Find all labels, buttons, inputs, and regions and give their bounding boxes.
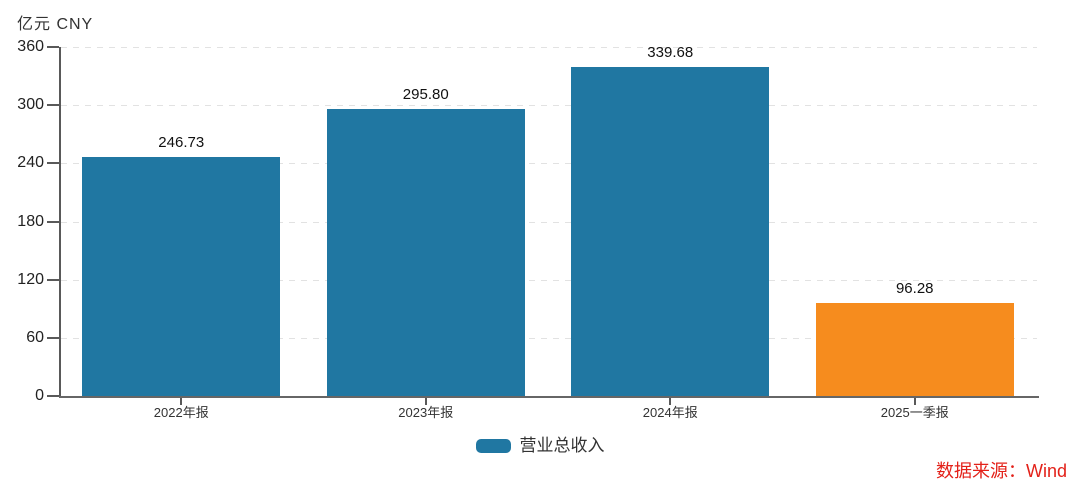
y-tick-label-300: 300 — [17, 96, 44, 114]
bar-2022年报[interactable] — [82, 156, 281, 396]
x-tick-mark-2022年报 — [180, 398, 183, 405]
bar-2023年报[interactable] — [326, 109, 525, 396]
gridline-300 — [61, 105, 1037, 107]
x-tick-mark-2024年报 — [669, 398, 672, 405]
y-axis-line — [59, 47, 61, 398]
bar-value-label-2024年报: 339.68 — [647, 43, 694, 61]
y-tick-mark-60 — [47, 336, 59, 339]
x-tick-label-2023年报: 2023年报 — [398, 405, 454, 420]
x-tick-label-2022年报: 2022年报 — [153, 405, 209, 420]
x-tick-label-2025一季报: 2025一季报 — [880, 405, 949, 420]
y-tick-label-360: 360 — [17, 38, 44, 55]
y-tick-mark-0 — [47, 395, 59, 397]
x-axis-line — [59, 396, 1039, 398]
bar-value-label-2025一季报: 96.28 — [895, 279, 934, 297]
y-tick-mark-120 — [47, 278, 59, 281]
gridline-360 — [61, 47, 1037, 48]
gridline-60 — [61, 337, 1037, 339]
bar-2025一季报[interactable] — [815, 302, 1014, 396]
legend-item-revenue[interactable]: 营业总收入 — [475, 436, 605, 455]
x-tick-label-2024年报: 2024年报 — [642, 405, 698, 420]
y-tick-mark-300 — [47, 104, 59, 107]
gridline-180 — [61, 221, 1037, 223]
legend-swatch — [475, 439, 511, 453]
bar-2024年报[interactable] — [571, 66, 770, 396]
y-tick-label-180: 180 — [17, 212, 44, 230]
bar-value-label-2022年报: 246.73 — [158, 133, 205, 151]
gridline-120 — [61, 279, 1037, 281]
legend-label: 营业总收入 — [519, 436, 605, 455]
y-tick-mark-180 — [47, 220, 59, 223]
x-tick-mark-2025一季报 — [913, 398, 916, 405]
y-tick-mark-360 — [47, 46, 59, 48]
y-tick-mark-240 — [47, 162, 59, 165]
legend: 营业总收入 — [0, 437, 1080, 455]
y-tick-label-240: 240 — [17, 154, 44, 172]
gridline-240 — [61, 163, 1037, 165]
data-source-label: 数据来源：Wind — [935, 461, 1067, 481]
y-tick-label-120: 120 — [17, 270, 44, 288]
bar-value-label-2023年报: 295.80 — [402, 86, 449, 104]
x-tick-mark-2023年报 — [424, 398, 427, 405]
y-tick-label-60: 60 — [26, 328, 44, 346]
y-axis-unit-label: 亿元 CNY — [17, 16, 94, 33]
y-tick-label-0: 0 — [35, 387, 44, 404]
